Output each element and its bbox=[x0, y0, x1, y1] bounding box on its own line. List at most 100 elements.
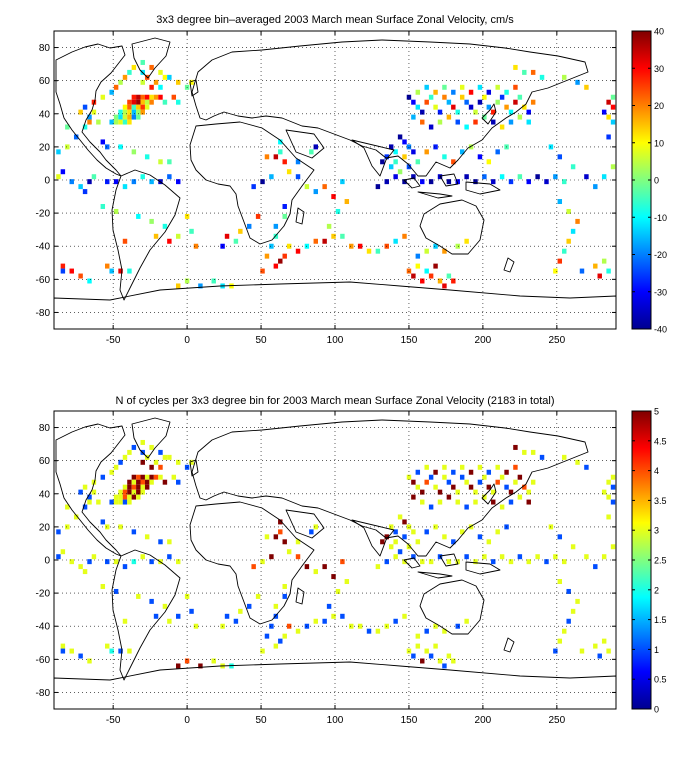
panel-cycles-bin bbox=[295, 628, 301, 634]
panel-cycles-bin bbox=[593, 564, 598, 570]
panel-velocity-bin bbox=[105, 179, 110, 185]
panel-velocity-bin bbox=[313, 144, 318, 150]
panel-velocity-bin bbox=[149, 99, 154, 105]
panel-velocity-bin bbox=[366, 248, 372, 254]
panel-velocity-bin bbox=[251, 184, 256, 190]
panel-cycles-bin bbox=[118, 499, 123, 505]
panel-velocity-bin bbox=[82, 189, 88, 195]
panel-cycles-bin bbox=[238, 608, 243, 614]
panel-velocity-bin bbox=[286, 169, 292, 175]
panel-velocity-bin bbox=[140, 59, 145, 65]
panel-velocity-bin bbox=[189, 79, 194, 85]
panel-velocity-colorbar-ticks: 40 30 20 10 0 -10 -20 -30 -40 bbox=[632, 27, 667, 335]
panel-cycles-bin bbox=[411, 554, 416, 560]
panel-velocity-bin bbox=[451, 278, 456, 284]
panel-cycles-bin bbox=[273, 613, 279, 619]
panel-velocity-bin bbox=[87, 119, 92, 125]
panel-velocity-bin bbox=[477, 99, 483, 105]
panel-cycles-bin bbox=[455, 489, 460, 495]
panel-cycles-bin bbox=[517, 554, 523, 560]
panel-velocity-bin bbox=[167, 238, 172, 244]
panel-velocity-bin bbox=[340, 179, 345, 185]
panel-velocity-bin bbox=[513, 84, 518, 90]
panel-velocity-bin bbox=[451, 159, 456, 165]
panel-velocity-bin bbox=[176, 99, 181, 105]
panel-cycles-colorbar-label: 1.5 bbox=[654, 615, 667, 625]
panel-cycles-bin bbox=[610, 499, 616, 505]
panel-cycles-bin bbox=[282, 584, 287, 589]
panel-velocity-bin bbox=[264, 154, 270, 160]
panel-velocity-bin bbox=[122, 114, 128, 120]
panel-cycles-bin bbox=[91, 554, 97, 560]
panel-cycles-bin bbox=[420, 499, 425, 505]
panel-cycles-bin bbox=[247, 603, 252, 609]
panel-velocity-bin bbox=[522, 69, 527, 75]
panel-velocity-bin bbox=[136, 114, 141, 120]
panel-velocity-bin bbox=[184, 278, 190, 284]
panel-cycles-bin bbox=[411, 494, 416, 500]
panel-velocity-bin bbox=[424, 268, 429, 274]
panel-velocity-bin bbox=[482, 94, 487, 100]
panel-cycles-bin bbox=[393, 618, 398, 624]
panel-cycles-bin bbox=[198, 663, 203, 669]
panel-velocity-bin bbox=[606, 114, 611, 120]
panel-cycles-bin bbox=[295, 554, 301, 560]
panel-cycles-bin bbox=[610, 484, 616, 490]
panel-velocity-bin bbox=[468, 144, 474, 150]
panel-cycles-bin bbox=[491, 489, 496, 495]
panel-cycles-bin bbox=[127, 494, 132, 500]
panel-cycles-bin bbox=[113, 559, 119, 565]
panel-velocity-bin bbox=[513, 99, 518, 105]
panel-velocity-bin bbox=[131, 149, 137, 155]
panel-velocity-bin bbox=[127, 109, 132, 115]
panel-cycles-bin bbox=[131, 484, 137, 490]
panel-velocity-bin bbox=[211, 278, 216, 284]
panel-cycles-bin bbox=[340, 613, 345, 619]
panel-velocity-bin bbox=[127, 99, 132, 105]
panel-velocity-bin bbox=[127, 69, 132, 75]
panel-cycles-bin bbox=[313, 524, 318, 530]
panel-cycles-bin bbox=[437, 499, 443, 505]
panel-velocity-bin bbox=[606, 268, 611, 274]
panel-cycles-bin bbox=[464, 504, 469, 510]
panel-cycles-colorbar-ticks: 5 4.5 4 3.5 3 2.5 2 1.5 1 0.5 0 bbox=[632, 407, 667, 715]
panel-cycles-bin bbox=[420, 559, 425, 565]
panel-velocity-bin bbox=[562, 179, 567, 185]
panel-cycles-bin bbox=[459, 529, 465, 535]
panel-velocity-bin bbox=[601, 174, 607, 180]
panel-cycles-bin bbox=[167, 554, 172, 560]
panel-cycles-bin bbox=[482, 494, 487, 500]
panel-cycles-bin bbox=[131, 529, 137, 535]
panel-cycles-bin bbox=[486, 484, 492, 490]
panel-velocity-bin bbox=[459, 84, 465, 90]
panel-cycles-bin bbox=[340, 559, 345, 565]
panel-velocity-bin bbox=[91, 174, 97, 180]
panel-velocity-bin bbox=[295, 159, 301, 165]
panel-cycles-bin bbox=[433, 643, 438, 649]
panel-cycles-bin bbox=[140, 489, 145, 495]
panel-velocity-bin bbox=[486, 89, 492, 95]
panel-velocity-bin bbox=[415, 159, 421, 165]
panel-cycles-bin bbox=[131, 494, 137, 500]
panel-velocity-bin bbox=[100, 139, 106, 145]
panel-cycles-bin bbox=[570, 608, 576, 614]
panel-cycles-bin bbox=[149, 598, 154, 604]
panel-cycles-bin bbox=[167, 539, 172, 545]
panel-velocity-bin bbox=[153, 233, 159, 239]
panel-cycles-bin bbox=[513, 444, 518, 450]
panel-velocity-bin bbox=[273, 223, 279, 229]
panel-velocity-bin bbox=[513, 64, 518, 70]
panel-velocity-bin bbox=[504, 104, 509, 110]
panel-velocity-bin bbox=[295, 248, 301, 254]
panel-velocity-bin bbox=[486, 104, 492, 110]
panel-velocity-bin bbox=[136, 104, 141, 110]
panel-velocity-bin bbox=[60, 263, 66, 269]
panel-cycles-bin bbox=[451, 469, 456, 475]
panel-velocity-bin bbox=[238, 228, 243, 234]
panel-cycles-colorbar-label: 2.5 bbox=[654, 556, 667, 566]
panel-cycles-bin bbox=[87, 658, 92, 664]
panel-cycles-bin bbox=[477, 534, 483, 540]
panel-velocity-bin bbox=[118, 268, 123, 274]
panel-cycles-bin bbox=[526, 489, 531, 495]
